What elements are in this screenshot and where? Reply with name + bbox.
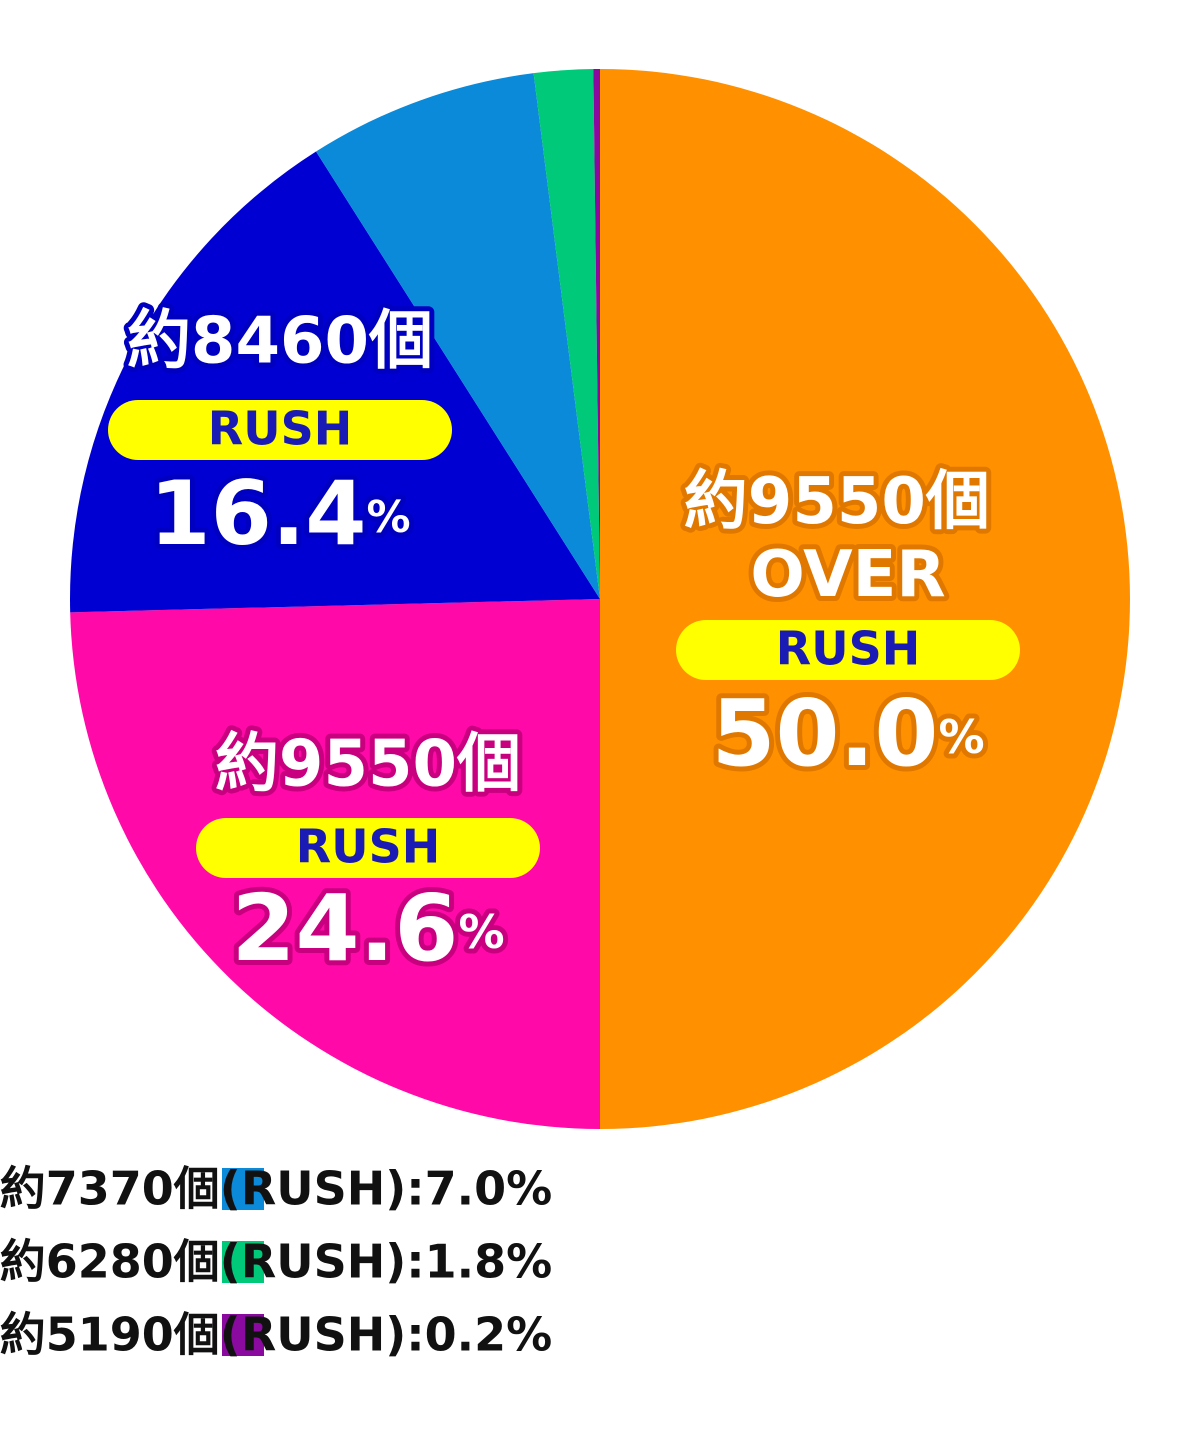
slice-label: 約9550個: [215, 728, 521, 802]
slice-label-line: OVER: [750, 538, 945, 612]
slice-label: 約8460個: [127, 305, 433, 379]
legend-swatch: [222, 1241, 264, 1283]
value-label: 16.4%: [149, 462, 410, 565]
value-unit: %: [938, 710, 984, 764]
legend-entry: 約6280個(RUSH):1.8%: [0, 1235, 552, 1289]
mode-label: RUSH: [208, 402, 352, 456]
mode-label: RUSH: [776, 622, 920, 676]
legend-swatch: [222, 1168, 264, 1210]
value-label: 24.6%: [231, 875, 504, 982]
pie-slice: [70, 151, 600, 613]
mode-pill: [196, 818, 540, 878]
legend-entry: 約5190個(RUSH):0.2%: [0, 1308, 552, 1362]
slice-label: 約9550個 OVER: [684, 465, 1012, 612]
slice-label-line: 約9550個: [684, 465, 1012, 539]
value-unit: %: [367, 492, 411, 543]
legend-entry: 約7370個(RUSH):7.0%: [0, 1162, 552, 1216]
value-number: 50.0: [711, 680, 938, 787]
pie-slice: [600, 69, 1130, 1129]
pie-slice: [533, 69, 600, 599]
value-number: 24.6: [231, 875, 458, 982]
legend-swatch: [222, 1314, 264, 1356]
mode-pill: [676, 620, 1020, 680]
pie-slice: [316, 73, 600, 600]
pie-slice: [593, 69, 600, 599]
value-label: 50.0%: [711, 680, 984, 787]
value-number: 16.4: [149, 462, 366, 565]
mode-label: RUSH: [296, 820, 440, 874]
value-unit: %: [458, 905, 504, 959]
mode-pill: [108, 400, 452, 460]
